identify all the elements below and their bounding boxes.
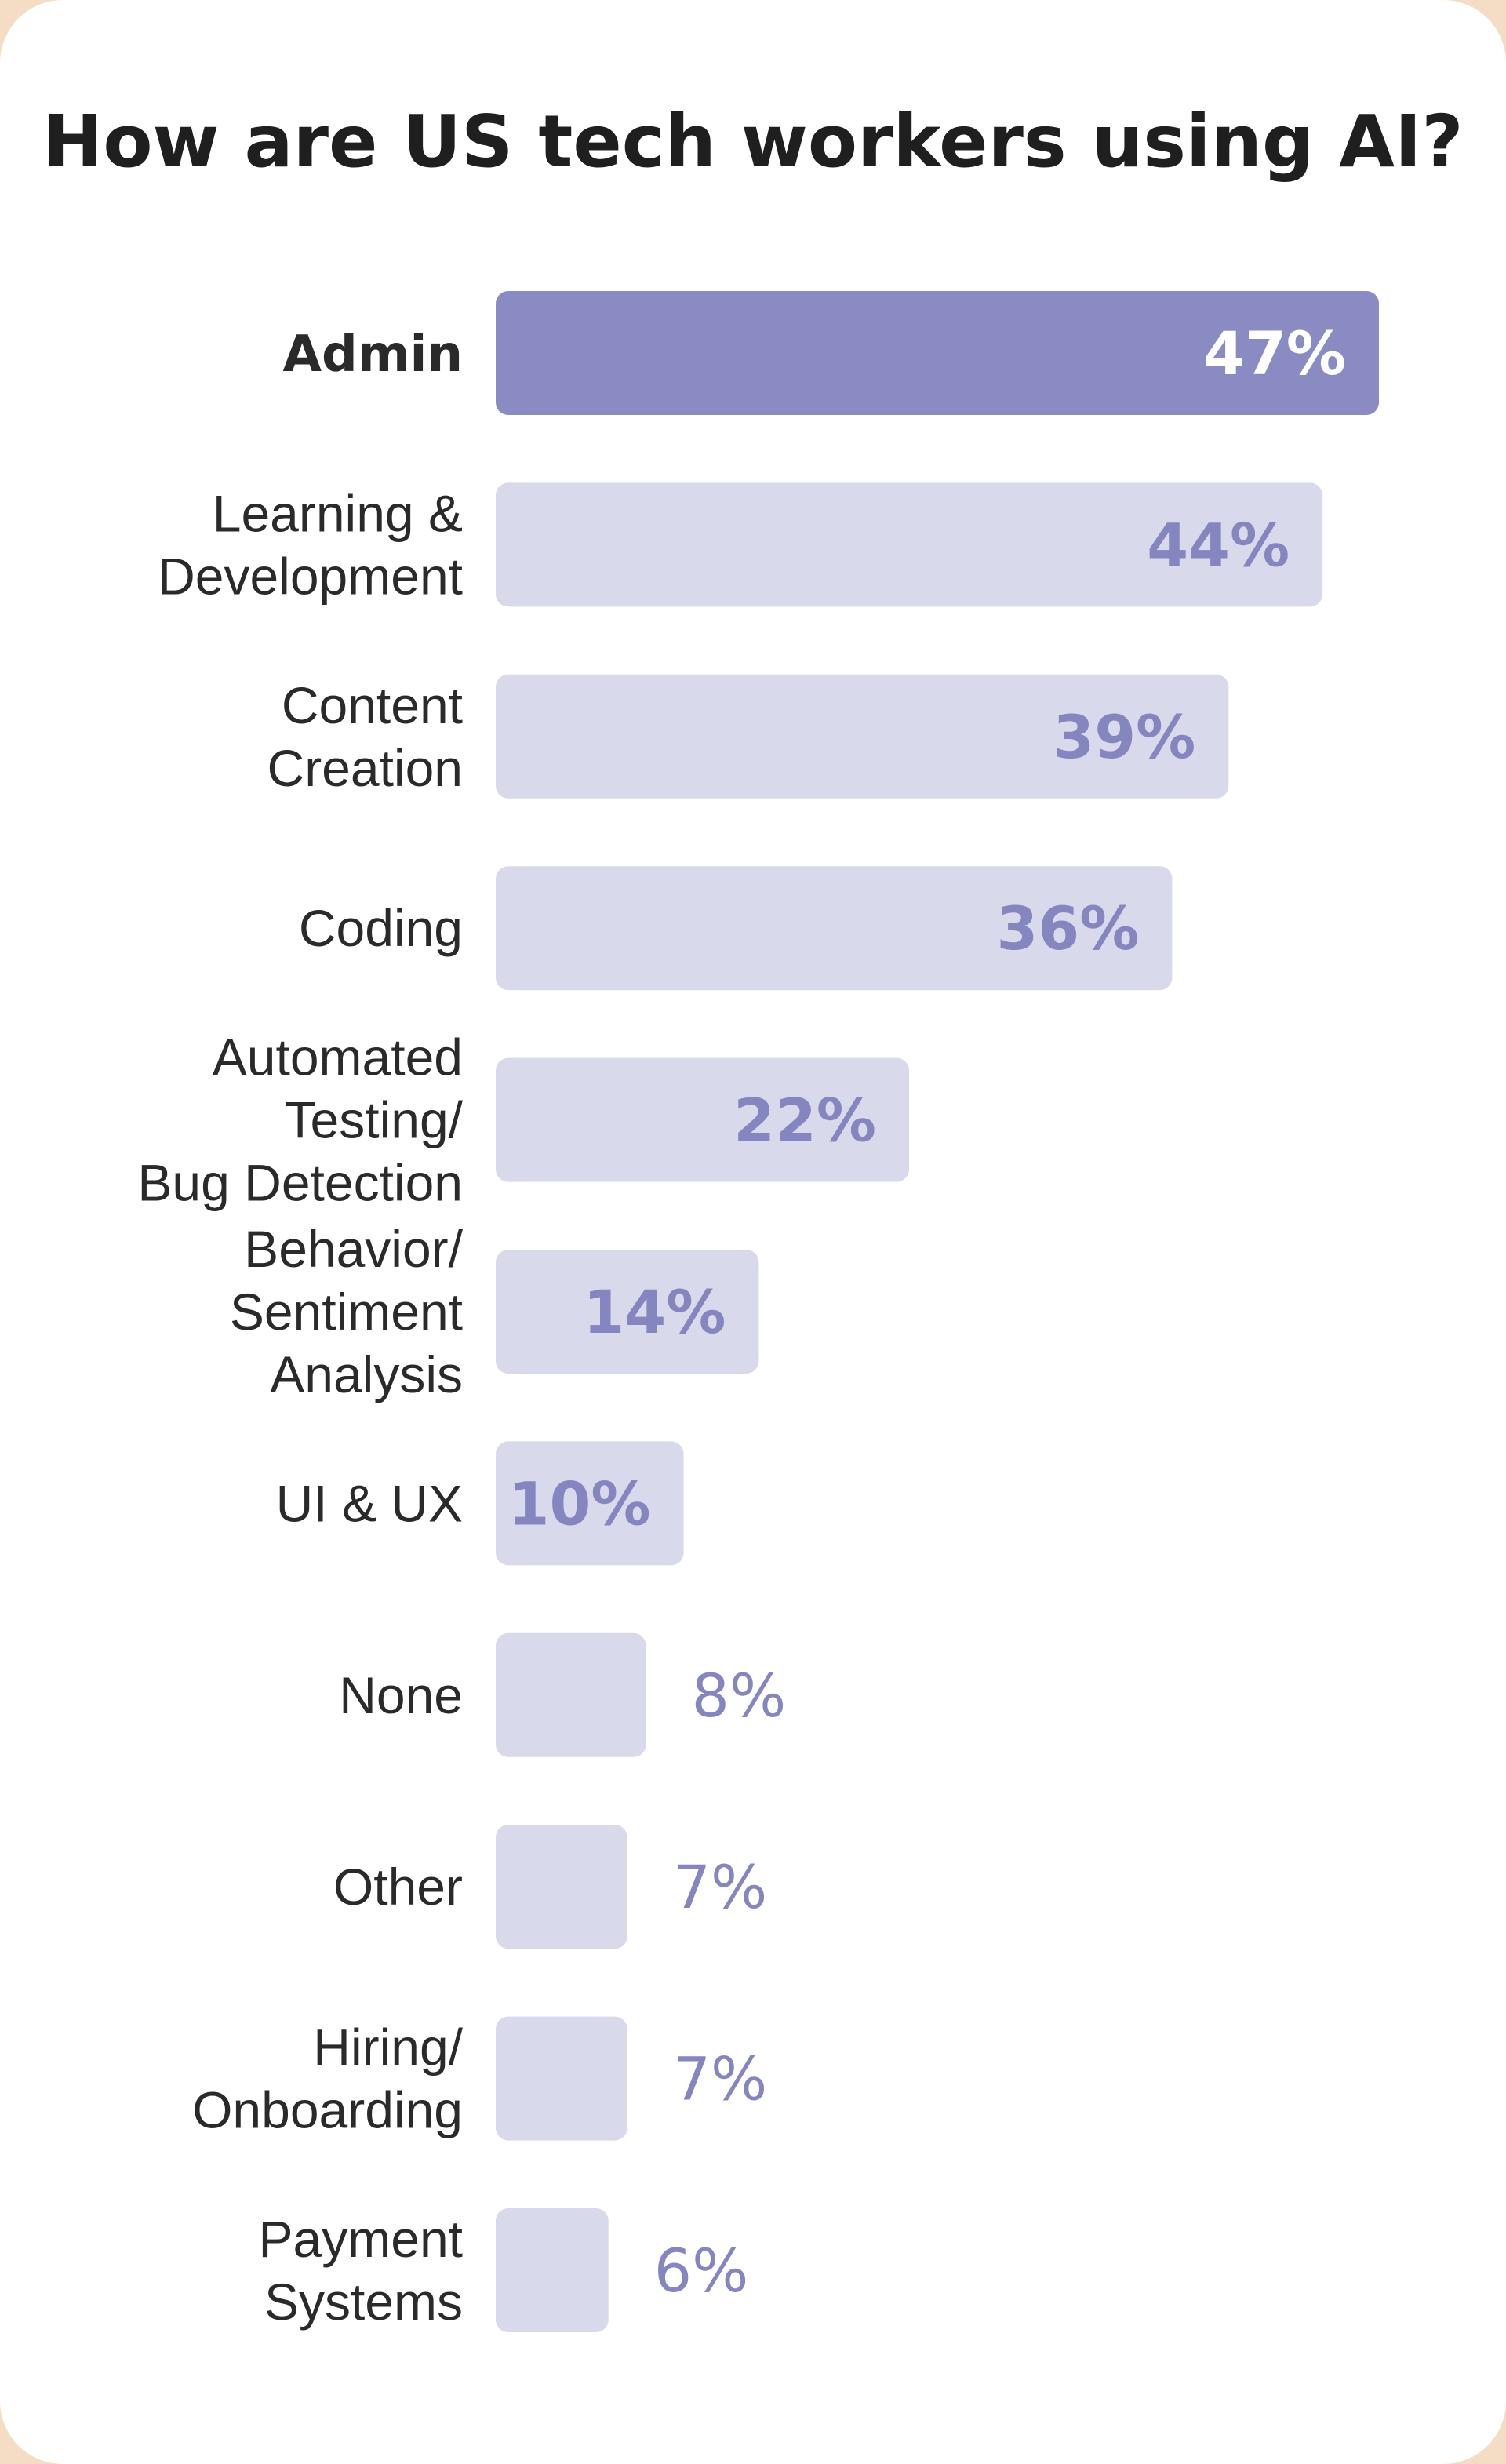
category-label-10-line-1: Systems xyxy=(264,2273,463,2331)
category-label-3-line-0: Coding xyxy=(299,899,463,957)
category-label-7-line-0: None xyxy=(339,1666,463,1724)
category-label-10: Payment Systems xyxy=(259,2210,463,2331)
category-label-2-line-1: Creation xyxy=(267,739,463,797)
category-label-4-line-2: Bug Detection xyxy=(137,1154,463,1212)
category-label-4-line-1: Testing/ xyxy=(285,1091,464,1149)
value-label-3: 36% xyxy=(997,894,1140,963)
bar-3 xyxy=(496,866,1173,991)
bar-7 xyxy=(496,1632,646,1757)
category-label-8: Other xyxy=(333,1858,463,1916)
category-label-9: Hiring/Onboarding xyxy=(192,2018,464,2139)
value-label-8: 7% xyxy=(673,1852,768,1922)
category-label-5-line-1: Sentiment xyxy=(230,1283,463,1341)
category-label-0-line-0: Admin xyxy=(282,326,463,384)
bars-layer: 47% Admin 44% Learning & Development 39% Conte… xyxy=(137,291,1379,2332)
chart-title: How are US tech workers using AI? xyxy=(42,100,1463,184)
value-label-6: 10% xyxy=(508,1469,651,1538)
category-label-2-line-0: Content xyxy=(282,676,463,734)
bar-4 xyxy=(496,1057,910,1182)
bar-6 xyxy=(496,1441,684,1566)
category-label-2: Content Creation xyxy=(267,676,463,797)
bar-0 xyxy=(496,291,1379,415)
category-label-4-line-0: Automated xyxy=(213,1028,463,1086)
value-label-10: 6% xyxy=(654,2236,749,2306)
category-label-6-line-0: UI & UX xyxy=(276,1474,463,1532)
value-label-0: 47% xyxy=(1203,318,1346,388)
category-label-9-line-1: Onboarding xyxy=(192,2081,463,2139)
value-label-2: 39% xyxy=(1053,702,1195,772)
category-label-4: Automated Testing/Bug Detection xyxy=(137,1028,463,1212)
category-label-6: UI & UX xyxy=(276,1474,463,1532)
value-label-7: 8% xyxy=(692,1661,787,1731)
category-label-1-line-1: Development xyxy=(158,547,463,605)
value-label-4: 22% xyxy=(733,1086,876,1156)
bar-10 xyxy=(496,2208,609,2332)
category-label-3: Coding xyxy=(299,899,463,957)
category-label-5-line-2: Analysis xyxy=(270,1345,463,1403)
value-label-9: 7% xyxy=(673,2044,768,2114)
bar-9 xyxy=(496,2016,628,2141)
category-label-7: None xyxy=(339,1666,463,1724)
value-label-5: 14% xyxy=(583,1277,726,1347)
category-label-1-line-0: Learning & xyxy=(213,484,463,542)
category-label-5: Behavior/Sentiment Analysis xyxy=(230,1220,464,1403)
value-label-1: 44% xyxy=(1147,510,1290,580)
category-label-10-line-0: Payment xyxy=(259,2210,463,2268)
category-label-9-line-0: Hiring/ xyxy=(313,2018,463,2076)
bar-5 xyxy=(496,1250,759,1374)
bar-1 xyxy=(496,482,1323,607)
bar-8 xyxy=(496,1825,628,1949)
category-label-8-line-0: Other xyxy=(333,1858,463,1916)
category-label-1: Learning & Development xyxy=(158,484,463,605)
category-label-5-line-0: Behavior/ xyxy=(244,1220,463,1278)
bar-2 xyxy=(496,674,1229,799)
category-label-0: Admin xyxy=(282,326,463,384)
